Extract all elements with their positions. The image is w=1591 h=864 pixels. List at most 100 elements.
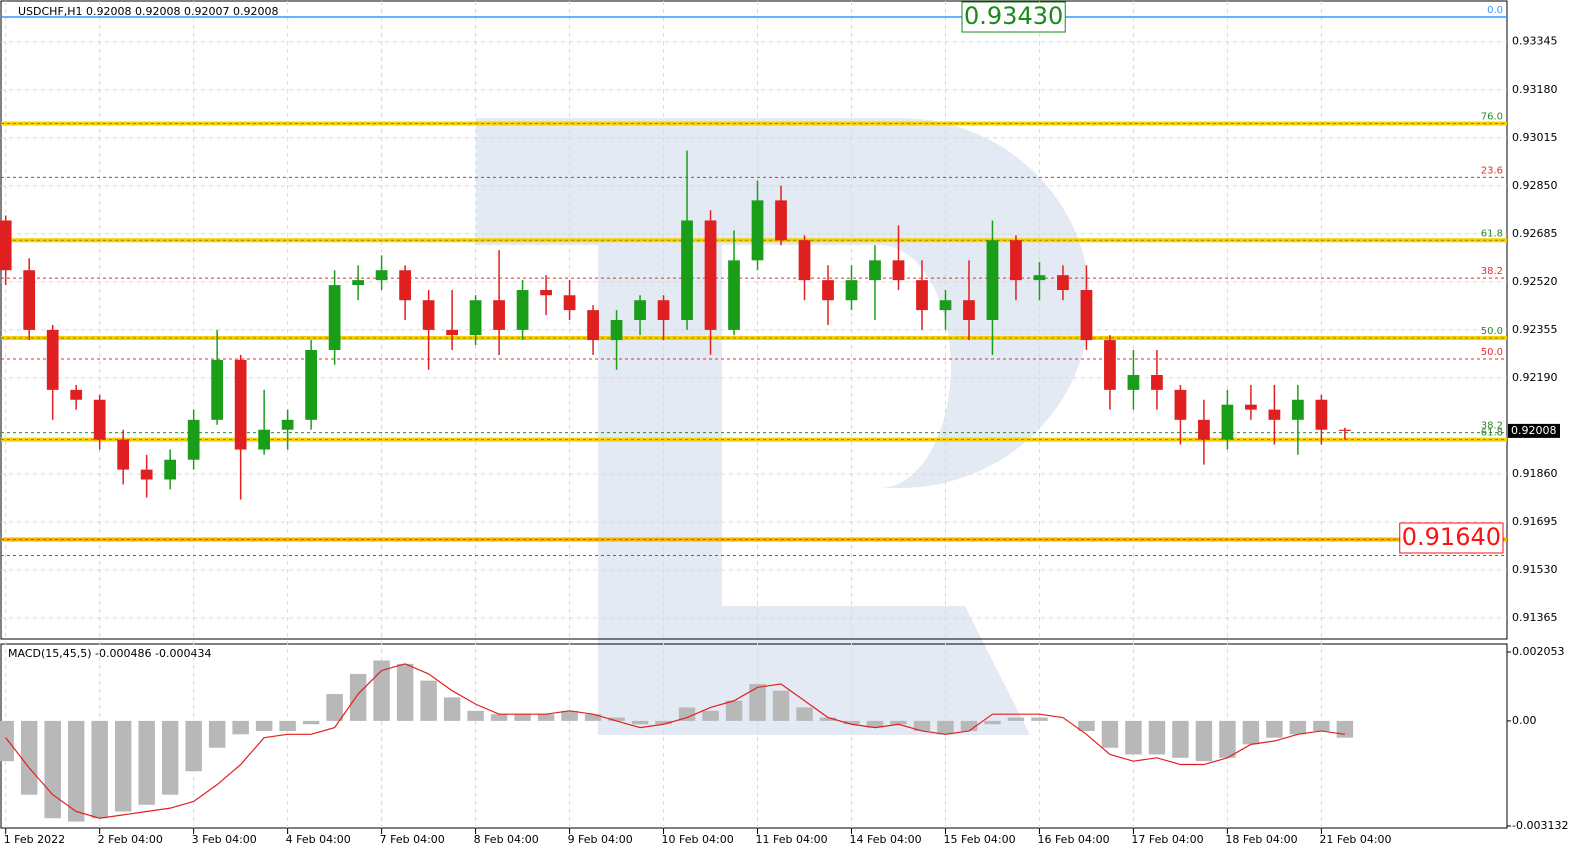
candle-body [1245, 404, 1257, 410]
candle-body [1268, 409, 1281, 420]
x-tick-label: 21 Feb 04:00 [1319, 833, 1391, 846]
histogram-bar [326, 694, 343, 721]
candle-body [963, 300, 975, 320]
histogram-bar [984, 720, 1001, 725]
histogram-bar [1007, 717, 1025, 721]
candle-body [258, 429, 271, 450]
histogram-bar [279, 720, 296, 731]
price-tag [1508, 423, 1560, 438]
candle-body [1315, 399, 1328, 430]
histogram-bar [373, 660, 390, 721]
x-tick-label: 3 Feb 04:00 [192, 833, 257, 846]
histogram-bar [114, 720, 132, 812]
price-annotation: 0.91640 [1399, 522, 1504, 554]
histogram-bar [208, 720, 226, 748]
candle-body [234, 359, 247, 450]
y-tick-label: 0.93345 [1512, 35, 1558, 48]
histogram-bar [725, 700, 743, 721]
histogram-bar [490, 714, 508, 721]
histogram-bar [1031, 717, 1048, 721]
histogram-bar [138, 720, 155, 805]
candle-body [845, 280, 858, 301]
histogram-bar [537, 714, 555, 721]
x-tick-label: 11 Feb 04:00 [756, 833, 828, 846]
fib-label: 50.0 [1481, 326, 1503, 337]
candle-body [798, 240, 811, 281]
y-tick-label: 0.00 [1512, 714, 1537, 727]
y-tick-label: 0.92685 [1512, 227, 1558, 240]
candle-body [869, 260, 881, 281]
fib-label: 61.8 [1481, 428, 1503, 439]
annotation-box [1399, 522, 1504, 554]
candle-body [352, 280, 364, 286]
y-tick-label: 0.91530 [1512, 563, 1558, 576]
histogram-bar [67, 720, 85, 822]
candle-body [1198, 419, 1210, 440]
candle-body [23, 270, 36, 330]
histogram-bar [1148, 720, 1166, 755]
histogram-bar [584, 714, 602, 721]
candle-body [563, 295, 576, 311]
candle-body [775, 200, 787, 241]
signal-line [5, 663, 1345, 819]
histogram-bar [1289, 720, 1307, 735]
x-tick-label: 9 Feb 04:00 [568, 833, 633, 846]
y-tick-label: 0.92355 [1512, 323, 1558, 336]
candle-body [704, 220, 717, 330]
histogram-bar [20, 720, 38, 795]
y-tick-label: 0.91365 [1512, 611, 1558, 624]
fib-label: 61.8 [1481, 228, 1503, 239]
histogram-bar [960, 720, 978, 731]
histogram-bar [349, 673, 367, 721]
histogram-bar [396, 663, 414, 721]
histogram-bar [1195, 720, 1213, 762]
histogram-bar [302, 720, 320, 725]
histogram-bar [772, 690, 790, 721]
histogram-bar [796, 707, 813, 721]
x-tick-label: 14 Feb 04:00 [850, 833, 922, 846]
y-tick-label: 0.93180 [1512, 83, 1558, 96]
candle-body [516, 290, 529, 330]
histogram-bar [913, 720, 931, 731]
histogram-bar [1219, 720, 1236, 758]
histogram-bar [44, 720, 61, 819]
histogram-bar [1078, 720, 1095, 731]
histogram-bar [467, 710, 484, 721]
price-annotation: 0.93430 [961, 1, 1066, 33]
candle-body [140, 469, 153, 480]
fib-label: 76.0 [1481, 112, 1503, 123]
histogram-bar [161, 720, 179, 795]
candle-body [822, 280, 834, 301]
annotation-box [961, 1, 1066, 33]
annotation-label: 0.93430 [964, 2, 1063, 30]
histogram-bar [1172, 720, 1189, 758]
histogram-bar [655, 720, 672, 725]
histogram-bar [561, 710, 578, 721]
histogram-bar [1313, 720, 1330, 731]
x-tick-label: 7 Feb 04:00 [380, 833, 445, 846]
candle-body [1174, 389, 1187, 420]
histogram-bar [443, 697, 461, 721]
x-tick-label: 18 Feb 04:00 [1225, 833, 1297, 846]
histogram-bar [420, 680, 437, 721]
histogram-bar [0, 720, 14, 762]
candle-body [422, 300, 435, 330]
candle-body [540, 290, 552, 296]
histogram-bar [937, 720, 954, 735]
candle-body [892, 260, 905, 281]
candle-body [1057, 275, 1069, 291]
candle-body [1010, 240, 1022, 281]
histogram-bar [608, 717, 625, 721]
candle-body [1292, 399, 1304, 420]
y-tick-label: 0.002053 [1512, 645, 1565, 658]
candle-body [1151, 375, 1163, 390]
histogram-bar [1125, 720, 1142, 755]
candle-body [1221, 404, 1234, 440]
candle-body [281, 419, 294, 430]
y-tick-label: 0.92850 [1512, 179, 1558, 192]
chart-title: USDCHF,H1 0.92008 0.92008 0.92007 0.9200… [18, 5, 279, 18]
histogram-bar [749, 683, 766, 721]
y-tick-label: 0.93015 [1512, 131, 1558, 144]
